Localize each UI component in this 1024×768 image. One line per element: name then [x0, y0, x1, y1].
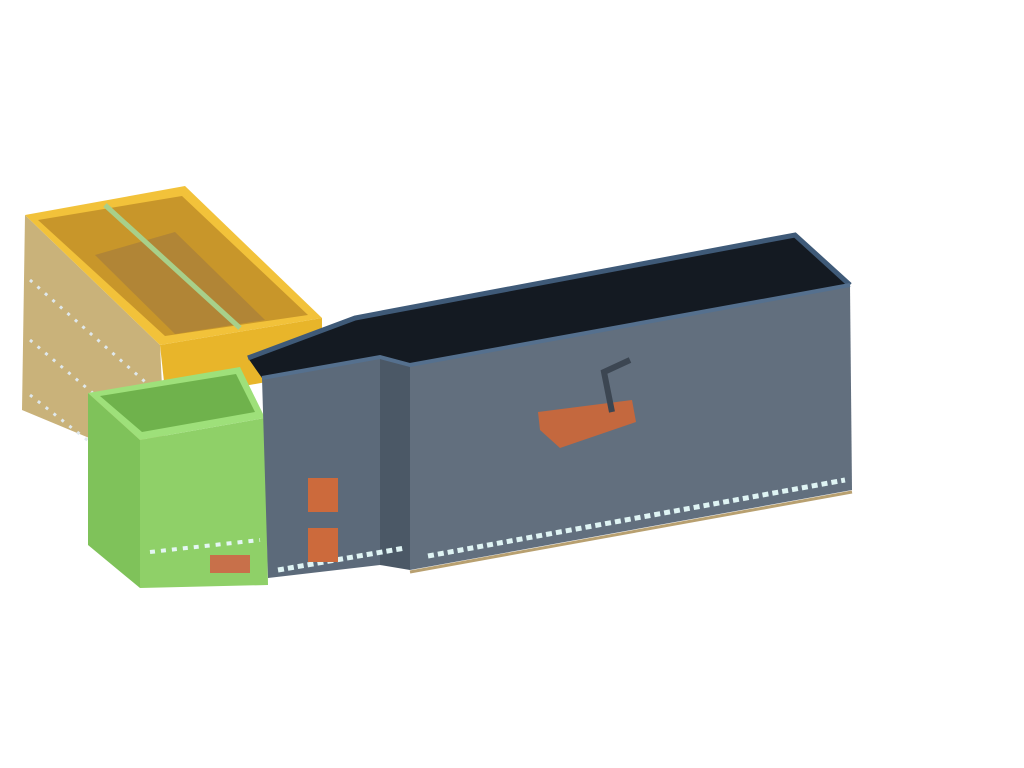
gray-rim: [261, 283, 851, 380]
brick-detail: [308, 478, 338, 512]
gray-main-front: [410, 285, 852, 570]
pipe-detail: [600, 357, 632, 413]
brick-detail: [308, 528, 338, 562]
green-windows: [149, 538, 261, 554]
yellow-floor-detail: [95, 232, 265, 334]
yellow-divider: [103, 203, 242, 330]
green-left-face: [88, 393, 140, 588]
green-building: [88, 367, 268, 588]
gray-left-front: [262, 357, 380, 578]
gray-top-interior: [248, 235, 850, 378]
brick-detail: [210, 555, 250, 573]
gray-windows: [427, 477, 846, 559]
gray-windows: [277, 545, 406, 573]
gray-building: [247, 232, 853, 578]
gray-base: [409, 490, 853, 574]
gray-rim: [247, 232, 852, 361]
green-front-face: [140, 418, 268, 588]
gray-mid-face: [380, 357, 410, 570]
green-interior: [100, 374, 255, 432]
